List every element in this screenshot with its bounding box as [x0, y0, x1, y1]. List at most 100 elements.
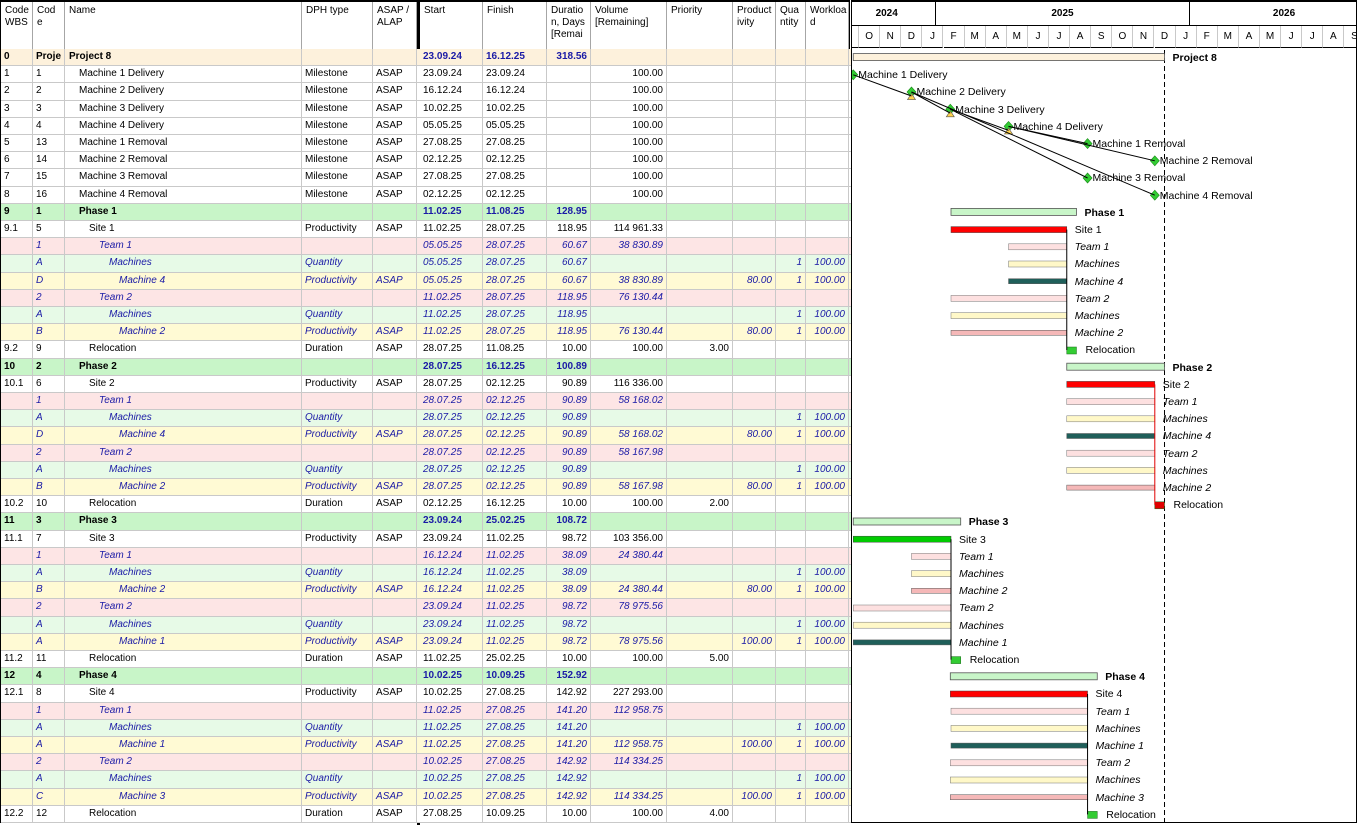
- cell-wbs[interactable]: 7: [1, 169, 33, 186]
- cell-asap[interactable]: [373, 547, 417, 564]
- cell-finish[interactable]: 11.02.25: [483, 565, 547, 582]
- cell-type[interactable]: [302, 289, 373, 306]
- machines-bar[interactable]: [1008, 260, 1068, 268]
- cell-wbs[interactable]: 9: [1, 203, 33, 220]
- cell-workload[interactable]: [806, 805, 849, 822]
- cell-workload[interactable]: 100.00: [806, 633, 849, 650]
- team-bar[interactable]: [1008, 243, 1068, 251]
- cell-type[interactable]: Milestone: [302, 100, 373, 117]
- cell-code[interactable]: 3: [33, 513, 65, 530]
- cell-productivity[interactable]: [733, 152, 776, 169]
- cell-productivity[interactable]: [733, 49, 776, 66]
- cell-productivity[interactable]: [733, 547, 776, 564]
- cell-wbs[interactable]: 8: [1, 186, 33, 203]
- cell-wbs[interactable]: [1, 582, 33, 599]
- cell-name[interactable]: Machine 4 Delivery: [65, 117, 302, 134]
- cell-type[interactable]: Productivity: [302, 737, 373, 754]
- cell-name[interactable]: Machine 4 Removal: [65, 186, 302, 203]
- cell-volume[interactable]: [591, 307, 667, 324]
- cell-asap[interactable]: ASAP: [373, 66, 417, 83]
- cell-priority[interactable]: [667, 754, 733, 771]
- cell-start[interactable]: 28.07.25: [420, 410, 483, 427]
- cell-productivity[interactable]: [733, 393, 776, 410]
- project-bar[interactable]: [852, 53, 1165, 61]
- cell-asap[interactable]: [373, 307, 417, 324]
- cell-finish[interactable]: 27.08.25: [483, 135, 547, 152]
- cell-start[interactable]: 28.07.25: [420, 427, 483, 444]
- cell-priority[interactable]: [667, 719, 733, 736]
- cell-start[interactable]: 23.09.24: [420, 599, 483, 616]
- cell-type[interactable]: [302, 599, 373, 616]
- cell-workload[interactable]: [806, 169, 849, 186]
- cell-workload[interactable]: [806, 685, 849, 702]
- cell-priority[interactable]: [667, 427, 733, 444]
- table-row[interactable]: 4 4 Machine 4 Delivery Milestone ASAP 05.05.2…: [1, 117, 851, 135]
- cell-name[interactable]: Phase 3: [65, 513, 302, 530]
- table-row[interactable]: 2 2 Machine 2 Delivery Milestone ASAP 16.12.2…: [1, 83, 851, 101]
- cell-workload[interactable]: [806, 289, 849, 306]
- cell-quantity[interactable]: [776, 685, 806, 702]
- cell-volume[interactable]: 100.00: [591, 135, 667, 152]
- cell-productivity[interactable]: 100.00: [733, 788, 776, 805]
- cell-productivity[interactable]: [733, 599, 776, 616]
- cell-name[interactable]: Team 1: [65, 393, 302, 410]
- link-triangle[interactable]: [906, 93, 917, 100]
- cell-finish[interactable]: 28.07.25: [483, 324, 547, 341]
- cell-name[interactable]: Machine 2: [65, 479, 302, 496]
- cell-finish[interactable]: 27.08.25: [483, 737, 547, 754]
- cell-volume[interactable]: 100.00: [591, 152, 667, 169]
- cell-asap[interactable]: ASAP: [373, 427, 417, 444]
- cell-volume[interactable]: 100.00: [591, 496, 667, 513]
- cell-wbs[interactable]: [1, 616, 33, 633]
- table-row[interactable]: 1 Team 1 05.05.25 28.07.25 60.67 38 830.89: [1, 238, 851, 256]
- cell-type[interactable]: Duration: [302, 651, 373, 668]
- cell-productivity[interactable]: 100.00: [733, 633, 776, 650]
- table-row[interactable]: A Machines Quantity 23.09.24 11.02.25 98.72 1 1…: [1, 616, 851, 634]
- cell-start[interactable]: 23.09.24: [420, 616, 483, 633]
- cell-duration[interactable]: 142.92: [547, 685, 591, 702]
- cell-volume[interactable]: 100.00: [591, 186, 667, 203]
- cell-finish[interactable]: 11.02.25: [483, 633, 547, 650]
- cell-duration[interactable]: 10.00: [547, 805, 591, 822]
- cell-quantity[interactable]: 1: [776, 616, 806, 633]
- dependency-line[interactable]: [911, 91, 951, 114]
- cell-productivity[interactable]: [733, 754, 776, 771]
- column-header-asap[interactable]: ASAP / ALAP: [373, 2, 417, 50]
- cell-volume[interactable]: 100.00: [591, 83, 667, 100]
- cell-quantity[interactable]: [776, 444, 806, 461]
- column-header-quantity[interactable]: Qua ntity: [776, 2, 806, 50]
- table-row[interactable]: 11 3 Phase 3 23.09.24 25.02.25 108.72: [1, 513, 851, 531]
- cell-name[interactable]: Machines: [65, 616, 302, 633]
- cell-code[interactable]: A: [33, 461, 65, 478]
- cell-priority[interactable]: [667, 203, 733, 220]
- cell-quantity[interactable]: [776, 135, 806, 152]
- table-row[interactable]: 8 16 Machine 4 Removal Milestone ASAP 02.12.2…: [1, 186, 851, 204]
- machines-bar[interactable]: [1066, 467, 1156, 474]
- cell-asap[interactable]: [373, 702, 417, 719]
- cell-code[interactable]: B: [33, 324, 65, 341]
- cell-productivity[interactable]: [733, 238, 776, 255]
- cell-wbs[interactable]: [1, 754, 33, 771]
- cell-wbs[interactable]: [1, 599, 33, 616]
- column-header-finish[interactable]: Finish: [483, 2, 547, 50]
- cell-quantity[interactable]: [776, 513, 806, 530]
- cell-productivity[interactable]: 80.00: [733, 324, 776, 341]
- team-bar[interactable]: [853, 604, 952, 612]
- cell-priority[interactable]: [667, 599, 733, 616]
- cell-duration[interactable]: 38.09: [547, 565, 591, 582]
- cell-start[interactable]: 28.07.25: [420, 461, 483, 478]
- cell-finish[interactable]: 10.09.25: [483, 668, 547, 685]
- cell-start[interactable]: 27.08.25: [420, 169, 483, 186]
- cell-asap[interactable]: [373, 616, 417, 633]
- cell-start[interactable]: 28.07.25: [420, 375, 483, 392]
- cell-finish[interactable]: 27.08.25: [483, 719, 547, 736]
- cell-productivity[interactable]: [733, 616, 776, 633]
- cell-name[interactable]: Machines: [65, 461, 302, 478]
- cell-workload[interactable]: [806, 444, 849, 461]
- cell-volume[interactable]: 100.00: [591, 117, 667, 134]
- cell-asap[interactable]: ASAP: [373, 135, 417, 152]
- cell-duration[interactable]: 90.89: [547, 410, 591, 427]
- table-row[interactable]: 10 2 Phase 2 28.07.25 16.12.25 100.89: [1, 358, 851, 376]
- cell-finish[interactable]: 16.12.25: [483, 496, 547, 513]
- cell-productivity[interactable]: [733, 358, 776, 375]
